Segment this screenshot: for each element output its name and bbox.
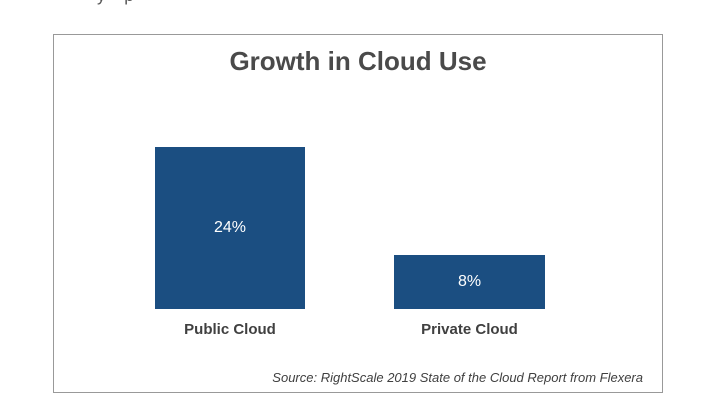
- chart-container: Growth in Cloud Use 24% Public Cloud 8% …: [53, 34, 663, 393]
- cropped-text-fragment-text: y p: [97, 0, 177, 6]
- bar-value-label-private-cloud: 8%: [457, 273, 482, 290]
- bar-value-label-public-cloud: 24%: [213, 219, 247, 236]
- bar-public-cloud: 24%: [155, 147, 305, 309]
- category-label-private-cloud: Private Cloud: [421, 321, 518, 338]
- source-citation: Source: RightScale 2019 State of the Clo…: [272, 370, 643, 385]
- cropped-text-fragment: y p: [97, 0, 177, 7]
- chart-title: Growth in Cloud Use: [229, 46, 487, 76]
- bar-group-public-cloud: 24% Public Cloud: [155, 35, 305, 338]
- bar-group-private-cloud: 8% Private Cloud: [394, 35, 545, 338]
- plot-area: 24% Public Cloud 8% Private Cloud: [54, 35, 662, 392]
- bar-private-cloud: 8%: [394, 255, 545, 309]
- category-label-public-cloud: Public Cloud: [184, 321, 276, 338]
